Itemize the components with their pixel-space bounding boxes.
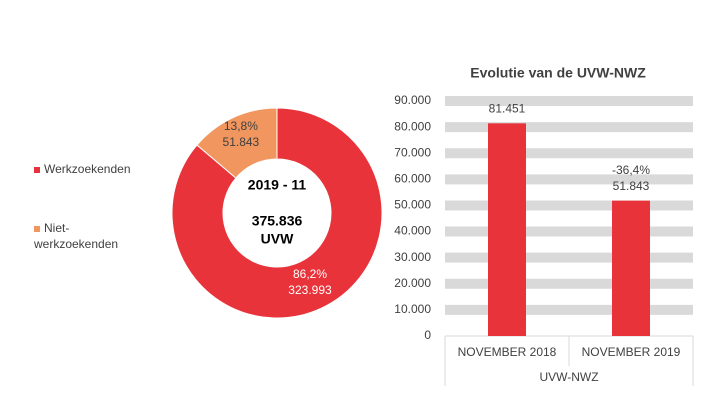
legend-item: Werkzoekenden bbox=[34, 161, 144, 177]
x-tick-label: NOVEMBER 2019 bbox=[582, 345, 681, 359]
total-label: 375.836 bbox=[252, 213, 303, 229]
value-label: 51.843 bbox=[223, 135, 260, 149]
total-unit: UVW bbox=[261, 231, 294, 247]
donut-slice bbox=[171, 107, 383, 319]
legend-item: Niet-werkzoekenden bbox=[34, 220, 134, 252]
y-tick-label: 30.000 bbox=[394, 250, 431, 264]
donut-slice bbox=[196, 107, 278, 179]
legend-label: Werkzoekenden bbox=[44, 162, 131, 176]
change-label: -36,4% bbox=[612, 163, 650, 177]
value-label: 323.993 bbox=[288, 283, 332, 297]
x-group-label: UVW-NWZ bbox=[539, 370, 598, 384]
percent-label: 13,8% bbox=[224, 119, 258, 133]
legend-swatch bbox=[34, 225, 40, 232]
x-tick-label: NOVEMBER 2018 bbox=[458, 345, 557, 359]
y-tick-label: 90.000 bbox=[394, 93, 431, 107]
y-tick-label: 20.000 bbox=[394, 276, 431, 290]
y-tick-label: 80.000 bbox=[394, 119, 431, 133]
y-tick-label: 10.000 bbox=[394, 302, 431, 316]
y-tick-label: 50.000 bbox=[394, 198, 431, 212]
bar bbox=[488, 123, 526, 336]
center-title: 2019 - 11 bbox=[248, 177, 307, 193]
legend-label: Niet-werkzoekenden bbox=[34, 221, 119, 251]
y-tick-label: 40.000 bbox=[394, 224, 431, 238]
y-tick-label: 70.000 bbox=[394, 145, 431, 159]
chart-title: Evolutie van de UVW-NWZ bbox=[470, 65, 646, 81]
y-tick-label: 0 bbox=[424, 328, 431, 342]
legend-swatch bbox=[34, 166, 40, 173]
percent-label: 86,2% bbox=[293, 267, 327, 281]
bar bbox=[612, 200, 650, 336]
value-label: 51.843 bbox=[613, 179, 650, 193]
y-tick-label: 60.000 bbox=[394, 172, 431, 186]
value-label: 81.451 bbox=[489, 101, 526, 115]
